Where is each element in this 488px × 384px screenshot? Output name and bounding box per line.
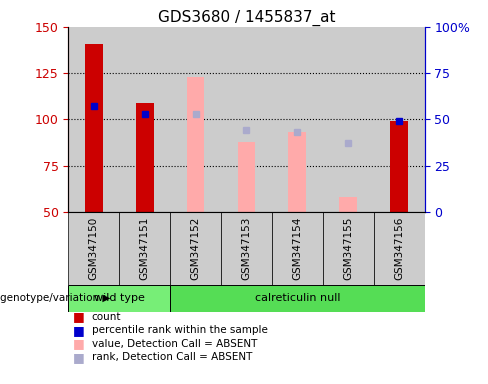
Text: calreticulin null: calreticulin null (255, 293, 340, 303)
Text: GSM347155: GSM347155 (343, 217, 353, 280)
Text: GSM347150: GSM347150 (89, 217, 99, 280)
Title: GDS3680 / 1455837_at: GDS3680 / 1455837_at (158, 9, 335, 25)
Text: rank, Detection Call = ABSENT: rank, Detection Call = ABSENT (92, 352, 252, 362)
Text: value, Detection Call = ABSENT: value, Detection Call = ABSENT (92, 339, 257, 349)
Text: ■: ■ (73, 337, 85, 350)
Bar (170, 285, 425, 312)
Bar (323, 212, 374, 285)
Text: GSM347151: GSM347151 (140, 217, 150, 280)
Text: GSM347152: GSM347152 (190, 217, 201, 280)
Text: ■: ■ (73, 351, 85, 364)
Bar (119, 27, 170, 212)
Bar (221, 27, 272, 212)
Bar (272, 212, 323, 285)
Text: GSM347153: GSM347153 (242, 217, 251, 280)
Bar (68, 27, 119, 212)
Bar (339, 197, 357, 212)
Text: wild type: wild type (94, 293, 144, 303)
Text: ■: ■ (73, 310, 85, 323)
Text: GSM347154: GSM347154 (292, 217, 303, 280)
Bar (323, 27, 374, 212)
Bar (119, 212, 170, 285)
Bar (68, 212, 119, 285)
Bar (238, 142, 255, 212)
Text: genotype/variation ▶: genotype/variation ▶ (0, 293, 111, 303)
Text: ■: ■ (73, 324, 85, 337)
Bar (170, 27, 221, 212)
Bar (68, 285, 170, 312)
Bar (390, 121, 408, 212)
Text: GSM347156: GSM347156 (394, 217, 404, 280)
Text: percentile rank within the sample: percentile rank within the sample (92, 325, 267, 335)
Bar (374, 212, 425, 285)
Bar (170, 212, 221, 285)
Bar (136, 103, 154, 212)
Text: count: count (92, 312, 121, 322)
Bar (374, 27, 425, 212)
Bar (221, 212, 272, 285)
Bar (272, 27, 323, 212)
Bar (85, 43, 102, 212)
Bar (186, 77, 204, 212)
Bar (288, 132, 306, 212)
